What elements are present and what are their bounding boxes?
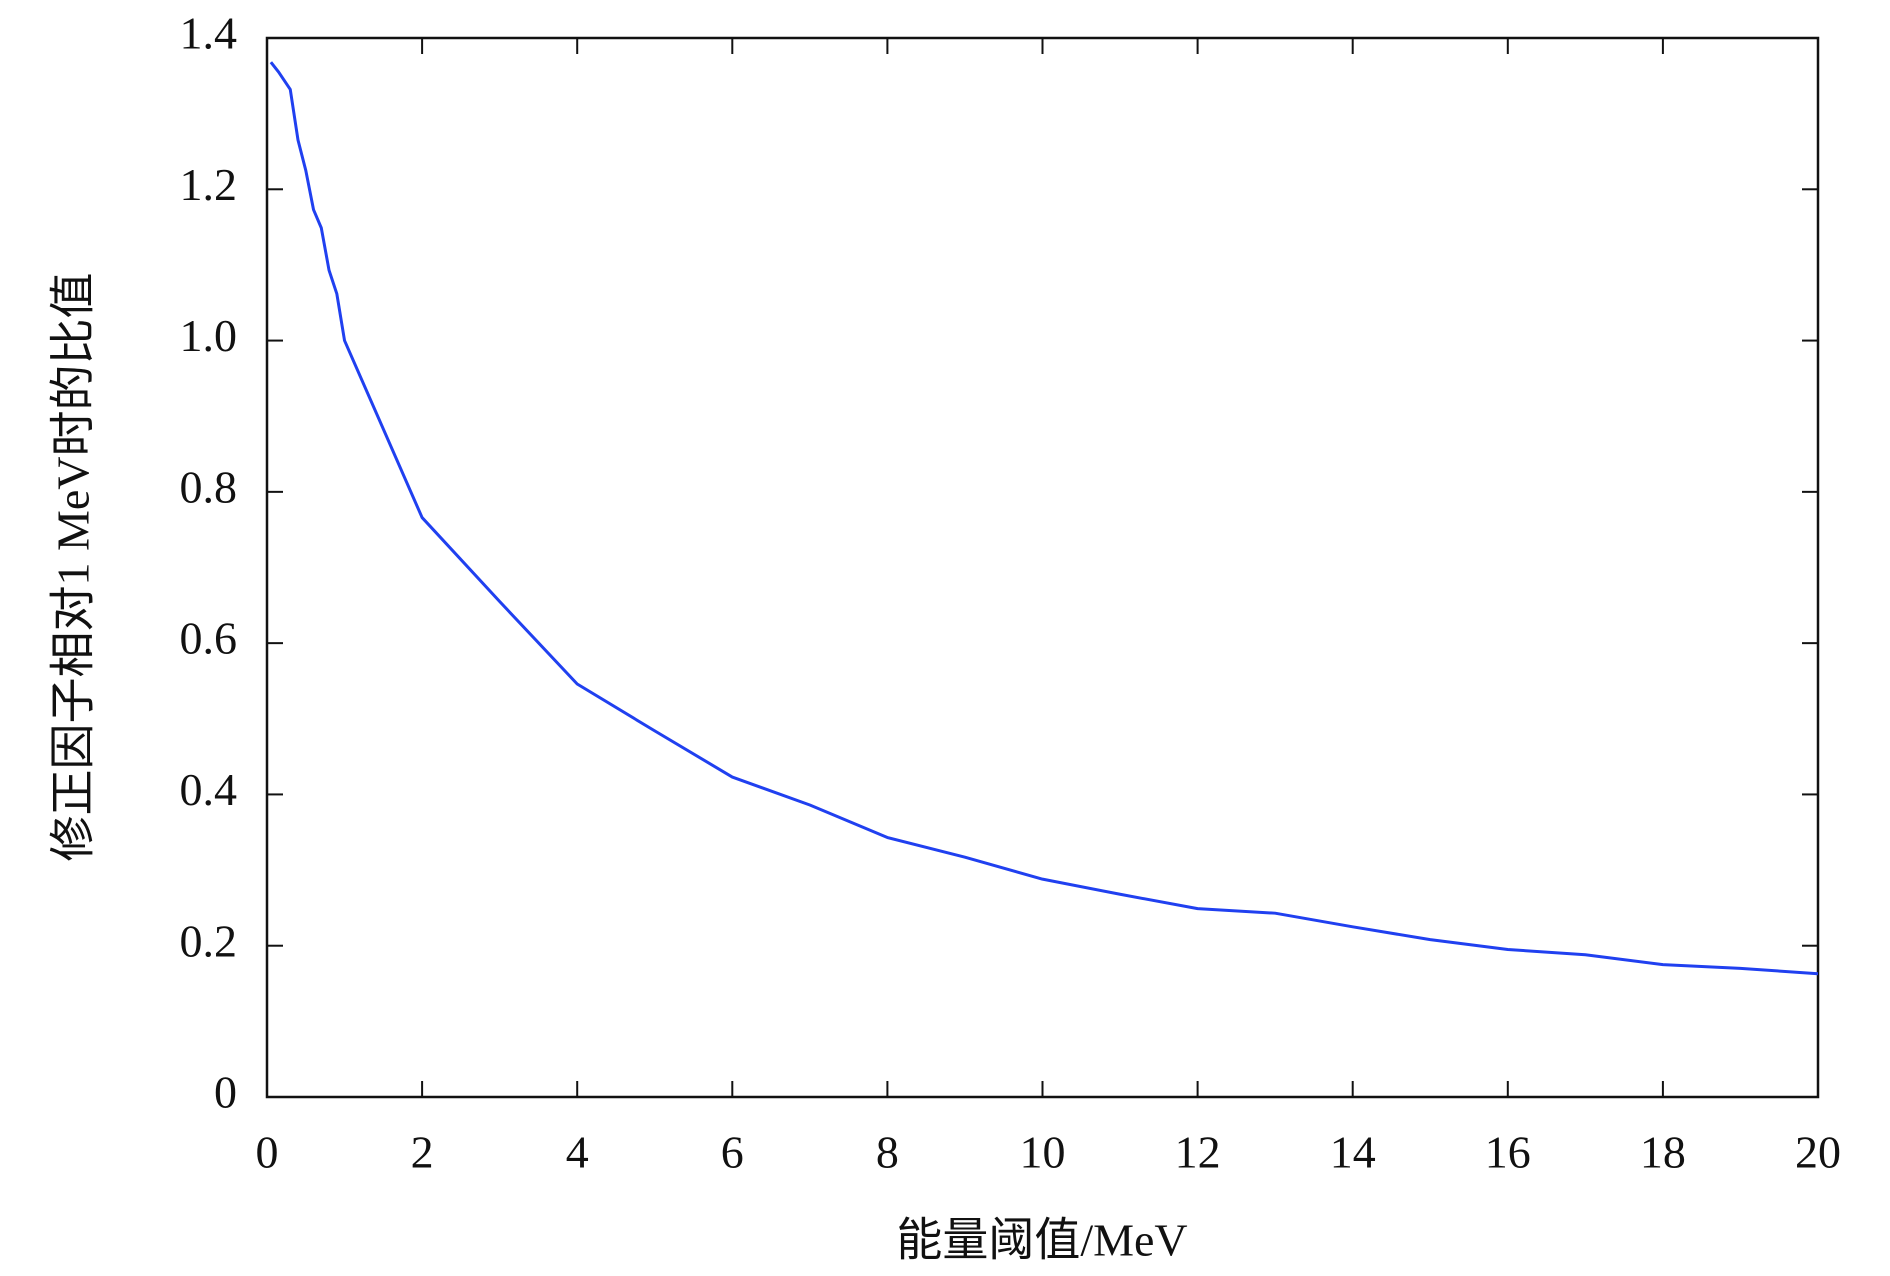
x-tick-label: 12 (1175, 1127, 1221, 1178)
x-tick-label: 20 (1795, 1127, 1841, 1178)
x-tick-label: 4 (566, 1127, 589, 1178)
y-tick-label: 1.4 (180, 8, 238, 59)
x-tick-label: 8 (876, 1127, 899, 1178)
y-tick-label: 0.6 (180, 613, 238, 664)
y-tick-label: 1.0 (180, 310, 238, 361)
x-tick-label: 6 (721, 1127, 744, 1178)
y-axis-label: 修正因子相对1 MeV时的比值 (48, 272, 99, 861)
plot-frame (265, 36, 1820, 1099)
data-line (269, 61, 1819, 976)
x-tick-label: 2 (411, 1127, 434, 1178)
y-tick-label: 1.2 (180, 159, 238, 210)
y-tick-label: 0.2 (180, 915, 238, 966)
x-tick-label: 14 (1330, 1127, 1376, 1178)
x-tick-label: 16 (1485, 1127, 1531, 1178)
x-tick-label: 18 (1640, 1127, 1686, 1178)
x-axis-label: 能量阈值/MeV (896, 1215, 1187, 1266)
y-tick-label: 0.8 (180, 461, 238, 512)
x-tick-label: 10 (1020, 1127, 1066, 1178)
y-tick-label: 0 (214, 1067, 237, 1118)
x-tick-label: 0 (256, 1127, 279, 1178)
y-tick-label: 0.4 (180, 764, 238, 815)
